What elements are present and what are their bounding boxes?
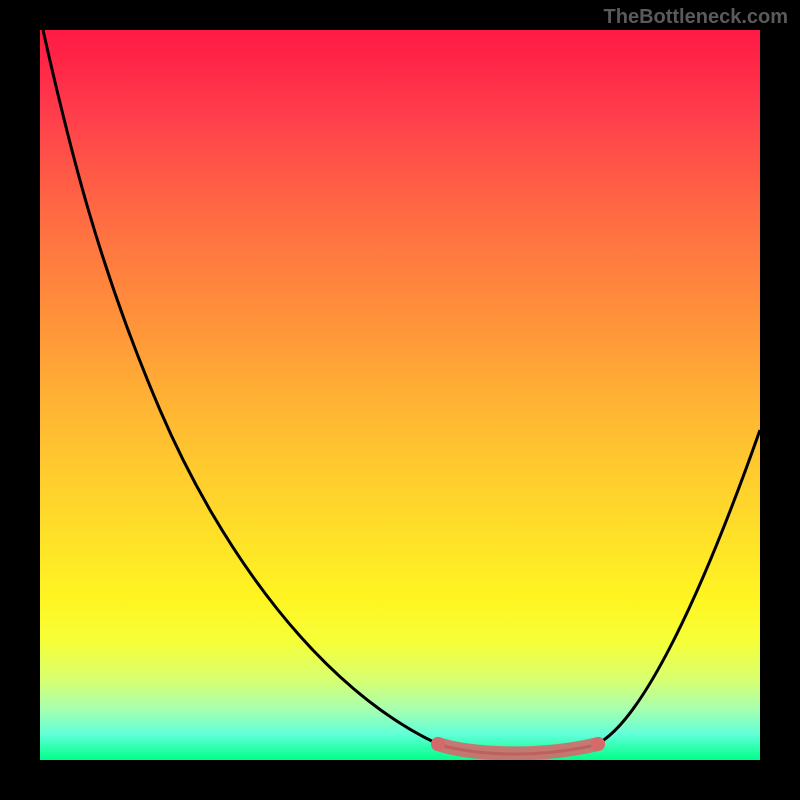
highlight-end-dot xyxy=(591,737,605,751)
watermark-text: TheBottleneck.com xyxy=(604,6,788,29)
bottleneck-curve xyxy=(43,30,760,754)
highlight-start-dot xyxy=(431,737,445,751)
highlight-band xyxy=(438,744,598,753)
chart-svg xyxy=(40,30,760,760)
chart-area xyxy=(40,30,760,760)
